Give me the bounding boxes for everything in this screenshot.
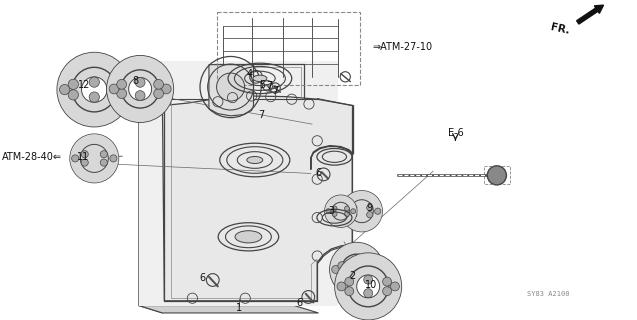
Circle shape <box>367 212 373 218</box>
Text: 2: 2 <box>349 271 355 281</box>
Circle shape <box>89 92 99 102</box>
Circle shape <box>68 79 78 90</box>
Circle shape <box>357 275 380 298</box>
Circle shape <box>375 208 381 214</box>
FancyArrow shape <box>576 5 603 24</box>
Circle shape <box>353 271 361 279</box>
Circle shape <box>82 77 107 102</box>
Polygon shape <box>209 65 254 116</box>
Circle shape <box>345 206 350 211</box>
Text: 1: 1 <box>236 303 242 313</box>
Circle shape <box>118 84 129 95</box>
Circle shape <box>107 56 173 122</box>
Circle shape <box>338 262 346 270</box>
Circle shape <box>353 260 361 268</box>
Circle shape <box>351 204 357 211</box>
Circle shape <box>330 243 383 296</box>
Circle shape <box>117 89 127 99</box>
Circle shape <box>325 195 357 227</box>
Circle shape <box>367 204 373 211</box>
Text: 5: 5 <box>259 80 266 90</box>
Circle shape <box>348 260 366 278</box>
Circle shape <box>335 253 401 320</box>
Text: 7: 7 <box>258 109 264 120</box>
Circle shape <box>345 287 354 296</box>
Text: 7: 7 <box>266 81 272 92</box>
Circle shape <box>368 269 376 277</box>
Circle shape <box>154 89 164 99</box>
Circle shape <box>326 209 331 214</box>
Circle shape <box>117 79 127 89</box>
Circle shape <box>81 151 89 158</box>
Circle shape <box>81 159 89 166</box>
Text: 8: 8 <box>132 76 138 86</box>
Circle shape <box>129 77 152 100</box>
Circle shape <box>110 155 117 162</box>
Polygon shape <box>139 61 162 313</box>
Text: 4: 4 <box>247 68 253 79</box>
Circle shape <box>154 79 164 89</box>
Circle shape <box>109 84 119 94</box>
Circle shape <box>368 262 376 270</box>
Circle shape <box>345 212 350 216</box>
Circle shape <box>341 191 382 232</box>
Text: 6: 6 <box>315 168 322 179</box>
Circle shape <box>337 282 346 291</box>
Circle shape <box>135 77 145 87</box>
Circle shape <box>57 53 131 126</box>
Circle shape <box>383 287 392 296</box>
Circle shape <box>110 79 120 90</box>
Circle shape <box>71 155 79 162</box>
Circle shape <box>89 77 99 87</box>
Text: 6: 6 <box>199 273 206 284</box>
Circle shape <box>100 159 108 166</box>
Text: FR.: FR. <box>549 22 570 36</box>
Text: 10: 10 <box>364 280 377 291</box>
Circle shape <box>351 212 357 218</box>
Circle shape <box>364 289 373 298</box>
Text: E-6: E-6 <box>448 128 463 138</box>
Circle shape <box>135 91 145 100</box>
Bar <box>484 166 510 184</box>
Circle shape <box>70 134 118 183</box>
Circle shape <box>390 282 399 291</box>
Polygon shape <box>139 61 338 306</box>
Polygon shape <box>162 96 354 301</box>
Circle shape <box>332 212 337 216</box>
Circle shape <box>332 206 337 211</box>
Text: 12: 12 <box>78 80 90 90</box>
Circle shape <box>332 265 340 274</box>
Circle shape <box>374 265 382 274</box>
Polygon shape <box>139 306 318 313</box>
Circle shape <box>351 209 355 214</box>
Text: 9: 9 <box>366 203 373 213</box>
Text: 7: 7 <box>272 86 278 96</box>
Ellipse shape <box>235 231 262 243</box>
Text: SY83 A2100: SY83 A2100 <box>527 292 569 297</box>
Circle shape <box>110 90 120 100</box>
Circle shape <box>345 277 354 286</box>
Text: ⇒ATM-27-10: ⇒ATM-27-10 <box>373 42 433 52</box>
Ellipse shape <box>247 156 263 164</box>
Text: 11: 11 <box>76 152 89 163</box>
Circle shape <box>217 73 245 101</box>
Text: ATM-28-40⇐: ATM-28-40⇐ <box>2 152 62 162</box>
Circle shape <box>68 90 78 100</box>
Circle shape <box>338 269 346 277</box>
Circle shape <box>59 84 70 95</box>
Text: 3: 3 <box>328 205 334 216</box>
Text: 6: 6 <box>296 298 303 308</box>
Circle shape <box>364 275 373 284</box>
Circle shape <box>161 84 171 94</box>
Circle shape <box>487 166 506 185</box>
Circle shape <box>383 277 392 286</box>
Ellipse shape <box>253 75 267 82</box>
Bar <box>217 12 360 85</box>
Circle shape <box>100 151 108 158</box>
Circle shape <box>343 208 349 214</box>
